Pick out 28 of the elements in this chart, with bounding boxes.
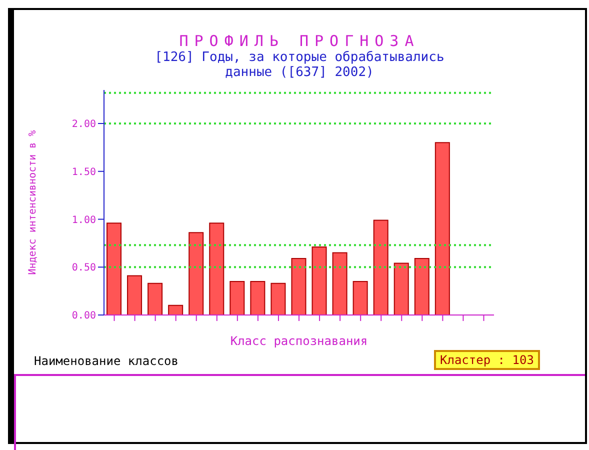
- bar: [270, 282, 286, 315]
- y-axis-title: Индекс интенсивности в %: [28, 130, 39, 275]
- bar: [148, 282, 163, 315]
- bar: [373, 220, 388, 315]
- bar: [291, 258, 306, 315]
- bar: [394, 262, 409, 315]
- bar: [332, 252, 348, 315]
- text: Кластер : 103: [434, 350, 540, 370]
- bar: [188, 232, 204, 315]
- y-tick-label: 0.00: [72, 310, 96, 322]
- text: Наименование классов: [34, 354, 178, 368]
- bar: [106, 222, 122, 315]
- y-tick-label: 2.00: [72, 119, 96, 130]
- y-tick-label: 0.50: [72, 262, 96, 274]
- bar: [230, 280, 245, 315]
- bar: [434, 142, 450, 315]
- bar: [209, 222, 224, 315]
- chart-subtitle: [126] Годы, за которые обрабатывались данные ([637] 2002): [154, 50, 446, 80]
- y-tick-label: 1.00: [72, 214, 96, 226]
- bar: [250, 280, 266, 315]
- bar: [168, 304, 184, 315]
- bar: [312, 246, 327, 315]
- bar: [414, 258, 430, 315]
- chart-title: ПРОФИЛЬ ПРОГНОЗА: [178, 32, 421, 50]
- x-axis-title: Класс распознавания: [230, 334, 368, 348]
- y-tick-label: 1.50: [72, 166, 96, 178]
- bar: [127, 275, 142, 315]
- bar: [352, 280, 368, 315]
